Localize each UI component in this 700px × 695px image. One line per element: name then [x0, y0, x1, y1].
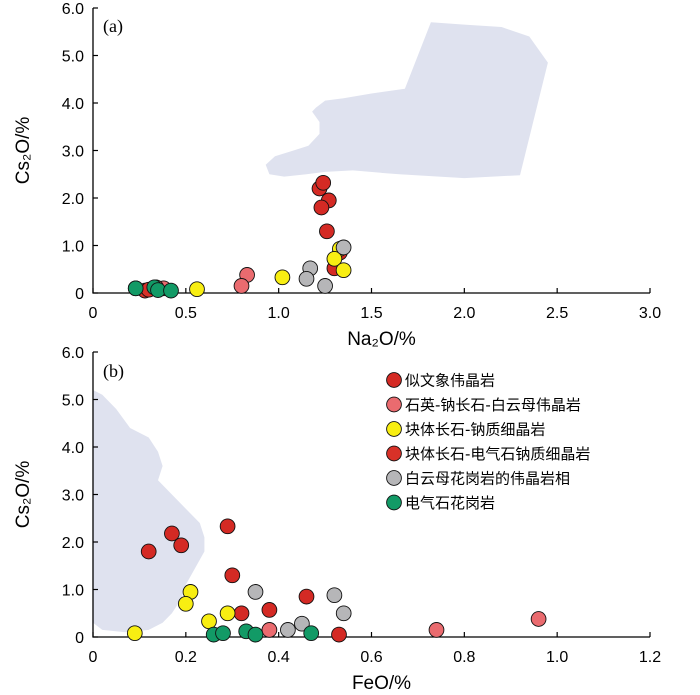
y-tick-label-a-3: 3.0	[62, 144, 84, 161]
x-tick-label-b-0: 0	[89, 649, 98, 666]
x-tick-label-b-5: 1.0	[546, 649, 568, 666]
data-point-b-s0-2	[173, 537, 190, 554]
legend-label-2: 块体长石-钠质细晶岩	[405, 421, 545, 439]
data-point-a-s4-2	[317, 278, 333, 294]
data-point-b-s5-4	[303, 625, 320, 642]
data-point-b-s5-3	[247, 626, 264, 643]
data-point-b-s0-0	[140, 543, 157, 560]
data-point-b-s1-2	[261, 622, 278, 638]
x-tick-label-b-4: 0.8	[453, 649, 475, 666]
data-point-b-s0-7	[233, 605, 250, 622]
data-point-b-s4-3	[294, 615, 310, 632]
y-tick-label-a-5: 5.0	[62, 49, 84, 66]
data-point-a-s2-1	[189, 281, 205, 298]
x-tick-label-b-6: 1.2	[639, 649, 661, 666]
x-tick-label-b-1: 0.2	[175, 649, 197, 666]
y-tick-label-b-1: 1.0	[62, 583, 84, 600]
x-tick-label-a-1: 0.5	[175, 305, 197, 322]
data-point-b-s0-8	[331, 626, 347, 643]
x-axis-title-b: FeO/%	[352, 673, 411, 694]
x-tick-label-a-6: 3.0	[639, 305, 661, 322]
legend-marker-5	[386, 494, 402, 511]
y-axis-title-a: Cs₂O/%	[13, 117, 34, 185]
y-tick-label-a-4: 4.0	[62, 96, 84, 113]
chart-panel-a: 0 0.5 1.0 1.5 2.0 2.5 3.0 0 1.0 2.0 3.0 4.0 5.0 6.0 Na…	[13, 1, 661, 350]
x-tick-label-a-3: 1.5	[360, 305, 382, 322]
legend-marker-1	[386, 396, 402, 413]
data-point-a-s1-1	[233, 278, 250, 294]
panel-label-a: (a)	[103, 16, 123, 37]
y-tick-label-a-0: 0	[75, 286, 84, 303]
data-point-a-s0-1	[315, 174, 332, 191]
data-point-a-s2-3	[326, 250, 343, 267]
field-region-a	[265, 22, 548, 179]
data-point-b-s0-3	[219, 518, 236, 535]
data-point-b-s2-2	[177, 595, 194, 612]
legend-label-1: 石英-钠长石-白云母伟晶岩	[405, 396, 581, 414]
x-tick-label-a-2: 1.0	[268, 305, 290, 322]
x-tick-label-a-0: 0	[89, 305, 98, 322]
legend-label-3: 块体长石-电气石钠质细晶岩	[405, 445, 590, 463]
data-point-a-s4-3	[335, 239, 352, 256]
data-point-b-s0-1	[164, 525, 180, 542]
data-point-b-s0-4	[224, 567, 241, 584]
field-region-b	[93, 390, 205, 633]
y-tick-label-b-2: 2.0	[62, 535, 84, 552]
y-tick-label-b-5: 5.0	[62, 393, 84, 410]
y-tick-label-b-3: 3.0	[62, 488, 84, 505]
data-point-b-s5-1	[215, 625, 231, 642]
panel-label-b: (b)	[103, 361, 124, 382]
data-point-b-s1-0	[530, 611, 547, 627]
data-point-b-s2-0	[126, 625, 143, 642]
data-point-b-s4-4	[280, 622, 296, 638]
data-point-b-s2-4	[201, 613, 217, 630]
data-point-a-s2-4	[335, 262, 352, 279]
data-point-b-s4-0	[247, 584, 264, 600]
legend-label-0: 似文象伟晶岩	[405, 372, 495, 390]
data-point-a-s4-1	[298, 270, 315, 287]
data-point-a-s0-3	[313, 199, 330, 216]
x-tick-label-b-3: 0.6	[360, 649, 382, 666]
data-point-b-s0-5	[261, 602, 278, 618]
data-point-a-s0-4	[319, 223, 335, 240]
y-tick-label-b-0: 0	[75, 630, 84, 647]
x-tick-label-a-4: 2.0	[453, 305, 475, 322]
x-tick-label-a-5: 2.5	[546, 305, 568, 322]
legend-label-5: 电气石花岗岩	[405, 494, 495, 512]
chart-panel-b: 0 0.2 0.4 0.6 0.8 1.0 1.2 0 1.0 2.0 3.0 4.0 5.0 6.0 Fe…	[13, 345, 661, 694]
legend-marker-3	[386, 445, 402, 462]
data-point-a-s2-0	[274, 269, 291, 286]
y-tick-label-a-2: 2.0	[62, 191, 84, 208]
legend-label-4: 白云母花岗岩的伟晶岩相	[405, 470, 570, 488]
y-tick-label-b-4: 4.0	[62, 440, 84, 457]
data-point-b-s2-3	[219, 605, 236, 622]
data-point-b-s4-1	[326, 587, 343, 604]
legend-marker-4	[386, 470, 402, 486]
legend-marker-0	[386, 372, 402, 388]
x-axis-title-a: Na₂O/%	[347, 329, 416, 350]
legend: 似文象伟晶岩石英-钠长石-白云母伟晶岩块体长石-钠质细晶岩块体长石-电气石钠质细…	[386, 372, 590, 512]
legend-marker-2	[386, 421, 402, 437]
data-point-b-s1-1	[428, 622, 445, 638]
data-point-b-s0-6	[298, 588, 315, 605]
x-tick-label-b-2: 0.4	[268, 649, 290, 666]
y-tick-label-b-6: 6.0	[62, 345, 84, 362]
data-point-b-s4-2	[335, 605, 352, 622]
data-point-a-s5-3	[163, 282, 179, 299]
y-tick-label-a-1: 1.0	[62, 239, 84, 256]
y-tick-label-a-6: 6.0	[62, 1, 84, 18]
y-axis-title-b: Cs₂O/%	[13, 461, 34, 529]
data-point-a-s5-0	[127, 280, 144, 297]
